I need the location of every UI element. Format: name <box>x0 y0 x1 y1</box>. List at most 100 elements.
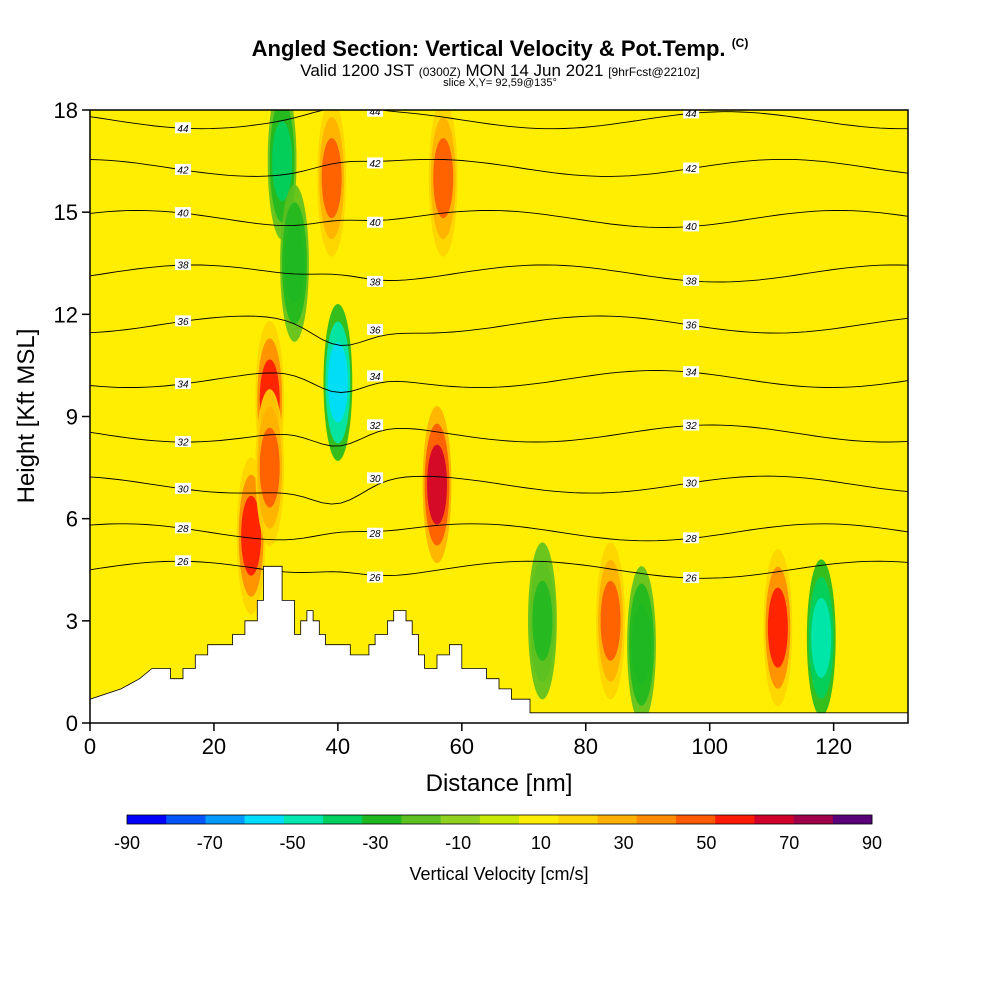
colorbar-swatch <box>479 815 520 824</box>
theta-label-text: 32 <box>686 421 698 432</box>
x-tick-label: 40 <box>326 734 350 759</box>
title-suffix: (C) <box>731 36 749 50</box>
velocity-cell-6-2 <box>321 138 342 219</box>
theta-label-42-2: 42 <box>683 162 700 175</box>
colorbar-swatch <box>323 815 363 824</box>
theta-label-44-0: 44 <box>174 122 191 135</box>
theta-label-bg <box>367 419 384 431</box>
colorbar-label: Vertical Velocity [cm/s] <box>409 864 588 884</box>
theta-label-bg <box>367 571 384 583</box>
theta-label-bg <box>683 162 700 174</box>
theta-label-text: 26 <box>176 557 189 568</box>
colorbar-swatch <box>401 815 441 824</box>
theta-label-text: 44 <box>369 107 381 118</box>
y-axis-label: Height [Kft MSL] <box>13 329 40 504</box>
theta-label-bg <box>683 319 700 331</box>
theta-label-38-2: 38 <box>683 274 700 287</box>
colorbar-tick-label: 30 <box>614 833 634 853</box>
theta-label-bg <box>367 275 384 287</box>
y-tick-label: 0 <box>66 711 78 736</box>
x-tick-label: 80 <box>574 734 598 759</box>
theta-label-text: 42 <box>369 159 381 170</box>
slice-info: slice X,Y= 92,59@135° <box>443 77 557 89</box>
velocity-cell-9-2 <box>600 580 621 661</box>
colorbar-tick-label: 50 <box>696 833 716 853</box>
theta-label-text: 36 <box>686 321 698 332</box>
velocity-cell-8-2 <box>433 138 454 219</box>
theta-label-text: 34 <box>686 368 698 379</box>
theta-label-26-0: 26 <box>174 555 191 568</box>
theta-label-text: 36 <box>177 317 189 328</box>
theta-contour-36 <box>90 315 908 346</box>
plot-area: 26 26 26 28 28 28 30 30 30 32 32 32 34 34 34 36 36 36 38 38… <box>90 107 908 723</box>
theta-label-text: 40 <box>369 218 381 229</box>
theta-contour-32 <box>90 424 908 447</box>
x-tick-label: 60 <box>450 734 474 759</box>
theta-contours: 26 26 26 28 28 28 30 30 30 32 32 32 34 34 34 36 36 36 38 38… <box>90 107 908 585</box>
colorbar-swatch <box>597 815 638 824</box>
theta-label-text: 32 <box>177 438 189 449</box>
colorbar-swatch <box>362 815 402 824</box>
theta-label-40-0: 40 <box>174 207 191 220</box>
y-axis-ticks: 0 3 6 9 12 15 18 <box>54 98 90 736</box>
theta-label-text: 30 <box>686 478 698 489</box>
theta-label-bg <box>367 472 384 484</box>
theta-label-text: 28 <box>685 534 698 545</box>
theta-label-bg <box>174 482 191 494</box>
velocity-cell-13-2 <box>532 580 553 661</box>
colorbar-swatch <box>127 815 167 824</box>
theta-label-text: 26 <box>685 574 698 585</box>
theta-label-text: 34 <box>177 379 189 390</box>
theta-label-bg <box>367 216 384 228</box>
theta-label-bg <box>174 259 191 271</box>
theta-label-34-1: 34 <box>367 370 384 383</box>
colorbar-swatch <box>440 815 481 824</box>
velocity-cell-5-2 <box>327 342 348 423</box>
theta-label-bg <box>683 476 700 488</box>
velocity-cell-11-2 <box>767 587 788 668</box>
terrain-mask <box>90 565 908 723</box>
theta-contour-26 <box>90 560 908 579</box>
colorbar-swatch <box>283 815 324 824</box>
colorbar-swatch <box>205 815 245 824</box>
theta-label-text: 26 <box>368 573 381 584</box>
theta-label-36-1: 36 <box>367 323 384 336</box>
theta-label-text: 44 <box>177 124 189 135</box>
theta-label-bg <box>683 532 700 544</box>
x-tick-label: 20 <box>202 734 226 759</box>
colorbar-swatch <box>754 815 794 824</box>
velocity-cell-4-2 <box>284 223 305 304</box>
theta-label-bg <box>367 323 384 335</box>
theta-label-text: 38 <box>177 261 189 272</box>
colorbar-frame <box>126 814 873 825</box>
theta-label-bg <box>174 315 191 327</box>
theta-label-bg <box>174 377 191 389</box>
colorbar-tick-label: -90 <box>114 833 140 853</box>
theta-contour-44 <box>90 110 908 130</box>
theta-label-28-0: 28 <box>174 522 191 535</box>
valid-utc: (0300Z) <box>418 65 461 79</box>
theta-label-text: 30 <box>177 484 189 495</box>
y-tick-label: 15 <box>54 200 78 225</box>
theta-label-text: 42 <box>177 165 189 176</box>
forecast-info: [9hrFcst@2210z] <box>608 65 700 79</box>
theta-label-bg <box>174 163 191 175</box>
theta-label-28-1: 28 <box>367 527 384 540</box>
theta-label-34-0: 34 <box>174 377 191 390</box>
colorbar-tick-label: -70 <box>197 833 223 853</box>
colorbar-tick-label: -10 <box>445 833 471 853</box>
theta-label-26-2: 26 <box>683 572 700 585</box>
theta-label-text: 36 <box>369 325 381 336</box>
theta-label-bg <box>367 110 384 117</box>
x-axis-label: Distance [nm] <box>426 770 573 797</box>
theta-label-bg <box>683 274 700 286</box>
theta-label-28-2: 28 <box>683 532 700 545</box>
theta-label-bg <box>174 436 191 448</box>
theta-label-32-0: 32 <box>174 436 191 449</box>
theta-label-bg <box>683 366 700 378</box>
y-tick-label: 18 <box>54 98 78 123</box>
x-tick-label: 100 <box>691 734 728 759</box>
colorbar-swatch <box>793 815 834 824</box>
valid-date: MON 14 Jun 2021 <box>465 61 604 80</box>
